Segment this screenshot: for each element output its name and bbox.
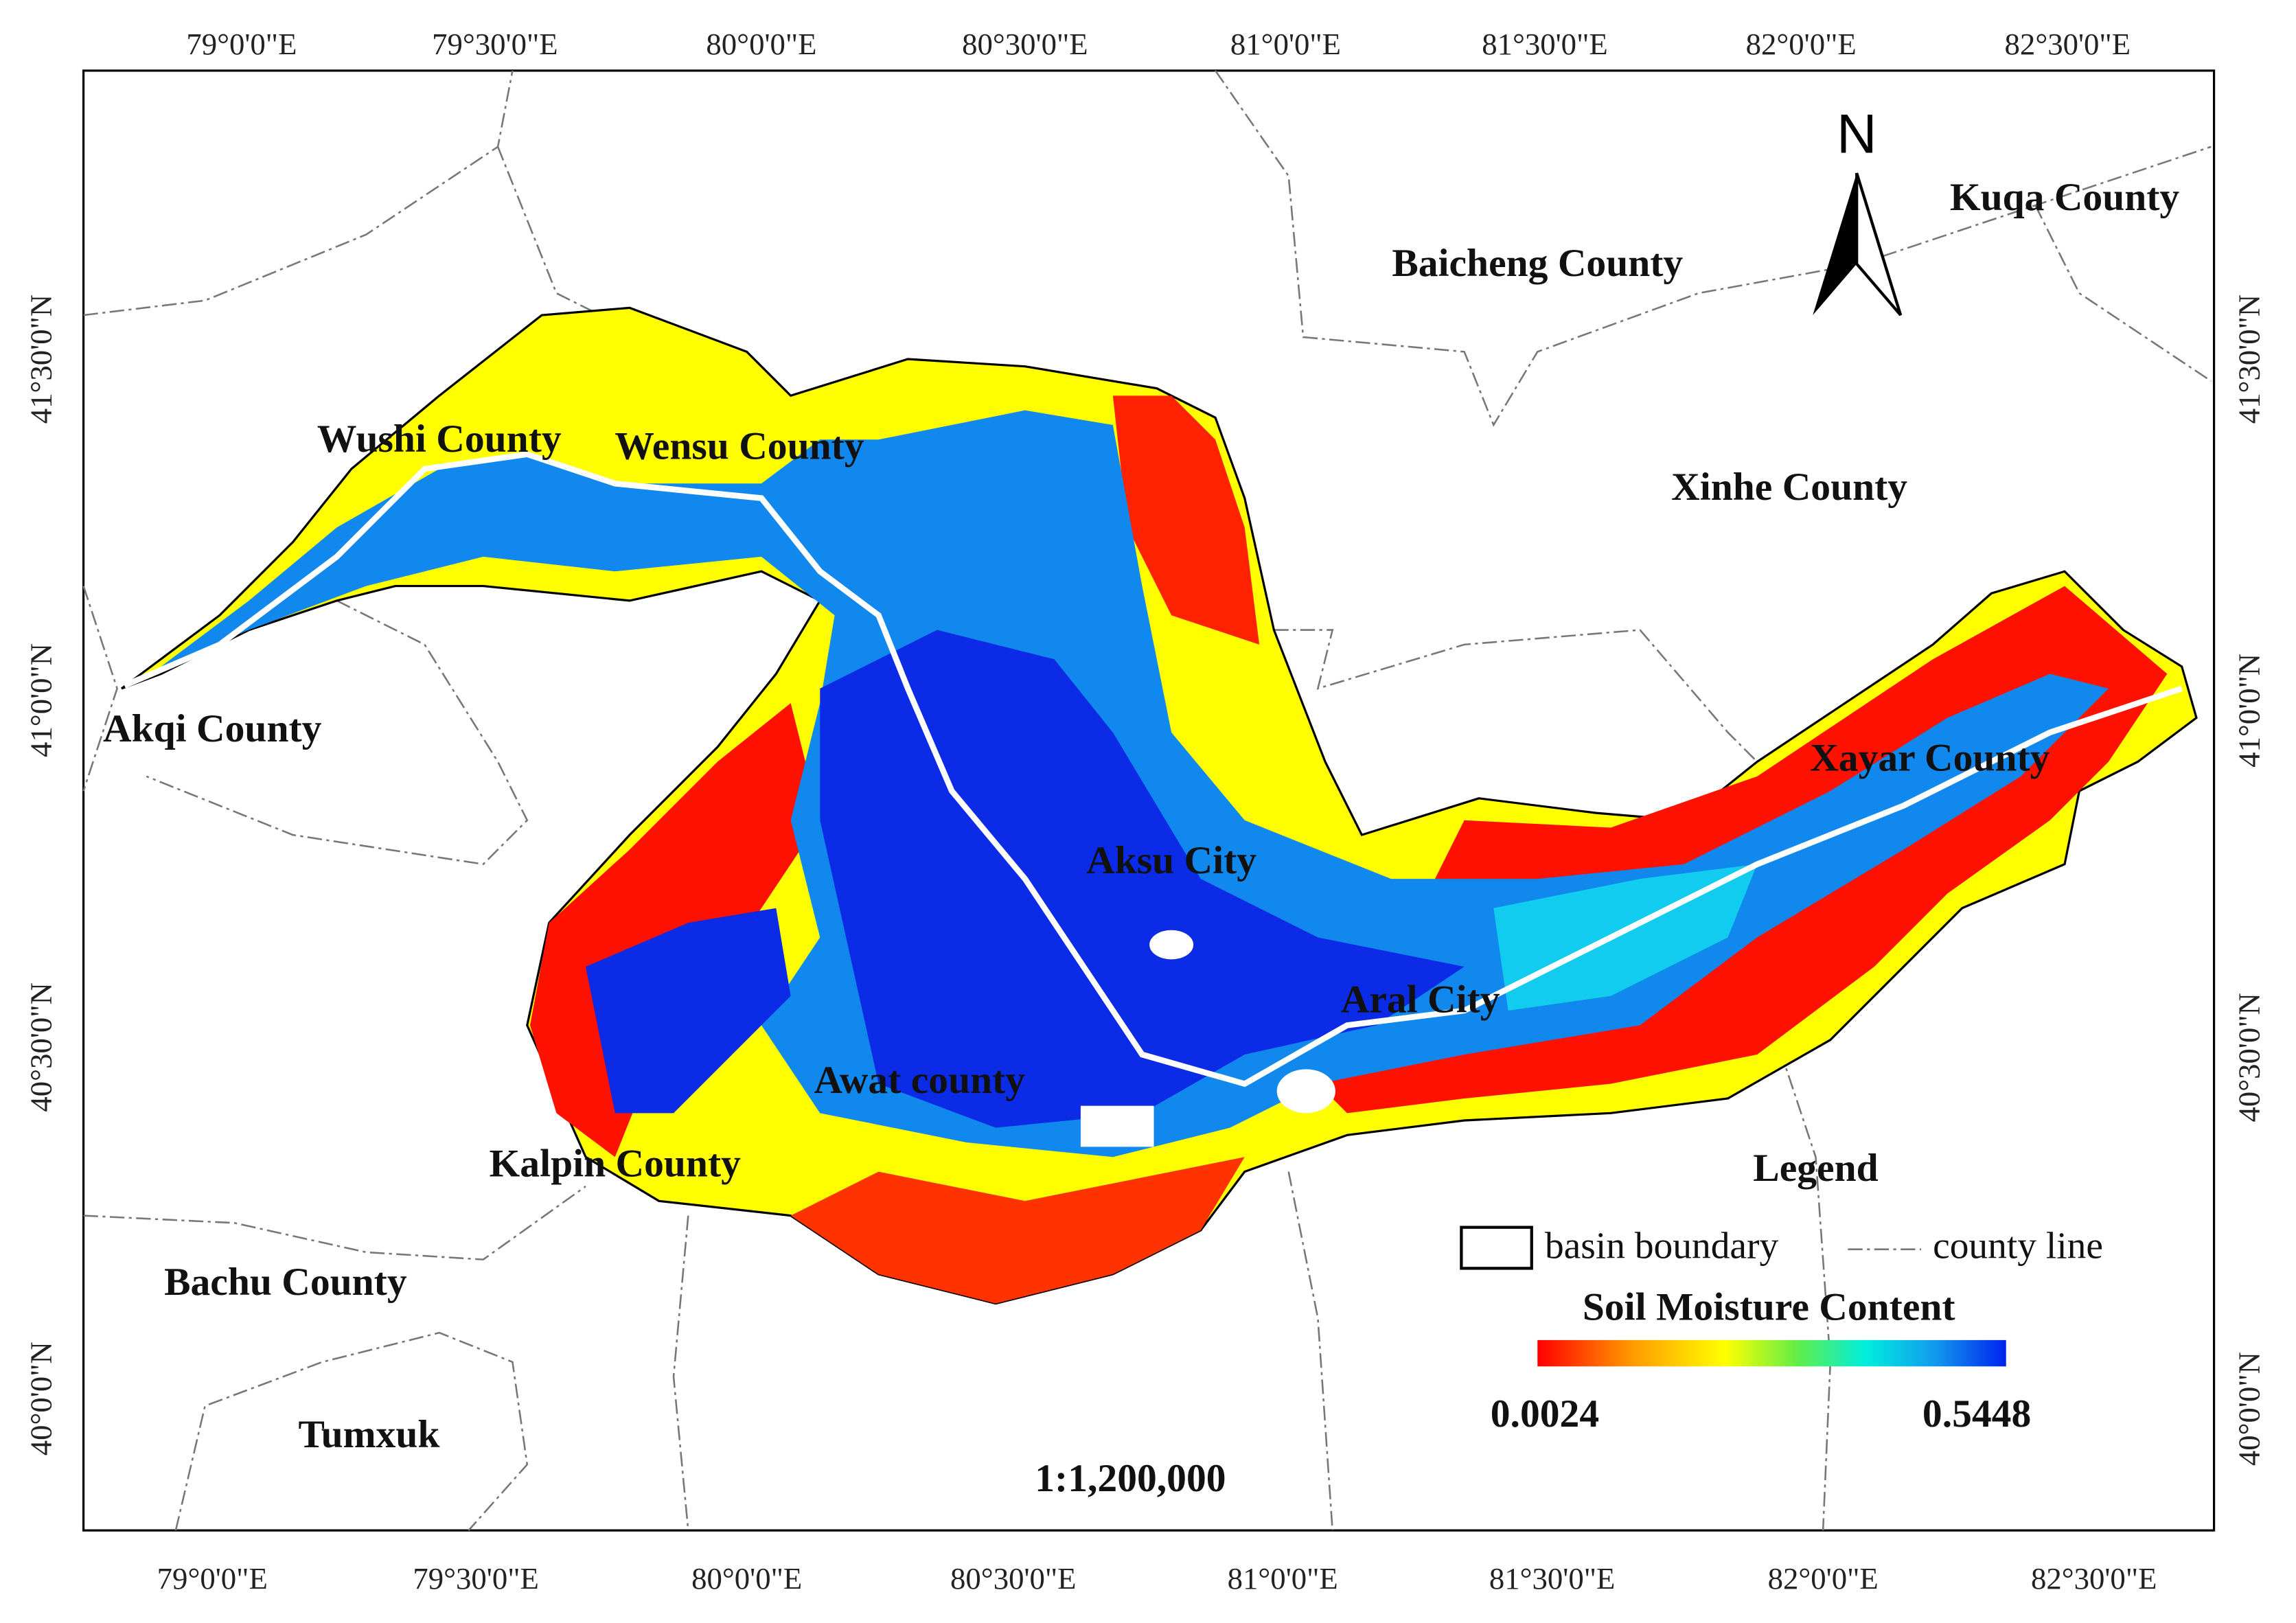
right-coords: 41°30'0"N 41°0'0"N 40°30'0"N 40°0'0"N: [2231, 295, 2266, 1466]
place-label: Bachu County: [164, 1261, 407, 1304]
colorbar-title: Soil Moisture Content: [1583, 1285, 1955, 1328]
place-label: Wushi County: [317, 417, 562, 461]
bottom-coords: 79°0'0"E 79°30'0"E 80°0'0"E 80°30'0"E 81…: [157, 1561, 2157, 1596]
lon-label: 82°0'0"E: [1746, 27, 1857, 61]
place-label: Aksu City: [1086, 839, 1256, 882]
north-label: N: [1837, 103, 1877, 165]
place-label: Kalpin County: [490, 1142, 742, 1185]
lat-label: 40°30'0"N: [23, 982, 58, 1112]
lon-label: 80°30'0"E: [962, 27, 1088, 61]
place-label: Baicheng County: [1392, 242, 1683, 285]
lon-label: 82°30'0"E: [2031, 1561, 2157, 1596]
lat-label: 40°0'0"N: [23, 1342, 58, 1455]
legend-title: Legend: [1753, 1147, 1878, 1190]
lon-label: 82°0'0"E: [1768, 1561, 1879, 1596]
lat-label: 41°0'0"N: [23, 643, 58, 757]
lon-label: 80°0'0"E: [706, 27, 816, 61]
scale-label: 1:1,200,000: [1035, 1457, 1226, 1500]
lon-label: 79°30'0"E: [432, 27, 558, 61]
lon-label: 80°0'0"E: [691, 1561, 802, 1596]
lat-label: 40°30'0"N: [2231, 993, 2266, 1122]
lat-label: 41°0'0"N: [2231, 654, 2266, 768]
colorbar: [1537, 1339, 2006, 1367]
place-label: Aral City: [1341, 978, 1500, 1022]
legend: Legend basin boundary county line Soil M…: [1460, 1147, 2103, 1436]
legend-swatch: [1460, 1225, 1533, 1270]
lon-label: 81°0'0"E: [1230, 27, 1341, 61]
lat-label: 41°30'0"N: [2231, 295, 2266, 424]
colorbar-max: 0.5448: [1922, 1392, 2031, 1436]
lat-label: 40°0'0"N: [2231, 1352, 2266, 1466]
lon-label: 79°30'0"E: [413, 1561, 539, 1596]
place-label: Awat county: [814, 1059, 1026, 1102]
place-label: Tumxuk: [298, 1413, 439, 1456]
place-label: Akqi County: [103, 707, 322, 750]
lon-label: 79°0'0"E: [157, 1561, 268, 1596]
legend-item: basin boundary: [1545, 1224, 1779, 1266]
lon-label: 81°30'0"E: [1482, 27, 1608, 61]
place-label: Kuqa County: [1950, 176, 2180, 219]
legend-item: county line: [1933, 1224, 2103, 1266]
left-coords: 41°30'0"N 41°0'0"N 40°30'0"N 40°0'0"N: [23, 295, 58, 1455]
north-arrow: N: [1813, 103, 1903, 316]
lon-label: 81°30'0"E: [1489, 1561, 1615, 1596]
lon-label: 82°30'0"E: [2005, 27, 2131, 61]
place-labels: Baicheng County Kuqa County Xinhe County…: [103, 176, 2179, 1456]
lon-label: 79°0'0"E: [186, 27, 297, 61]
top-coords: 79°0'0"E 79°30'0"E 80°0'0"E 80°30'0"E 81…: [186, 27, 2131, 61]
lon-label: 80°30'0"E: [950, 1561, 1077, 1596]
place-label: Wensu County: [615, 424, 864, 468]
soil-moisture-raster: [121, 306, 2198, 1305]
lon-label: 81°0'0"E: [1228, 1561, 1338, 1596]
place-label: Xinhe County: [1671, 465, 1907, 509]
lat-label: 41°30'0"N: [23, 295, 58, 424]
colorbar-min: 0.0024: [1491, 1392, 1599, 1436]
place-label: Xayar County: [1810, 737, 2050, 780]
